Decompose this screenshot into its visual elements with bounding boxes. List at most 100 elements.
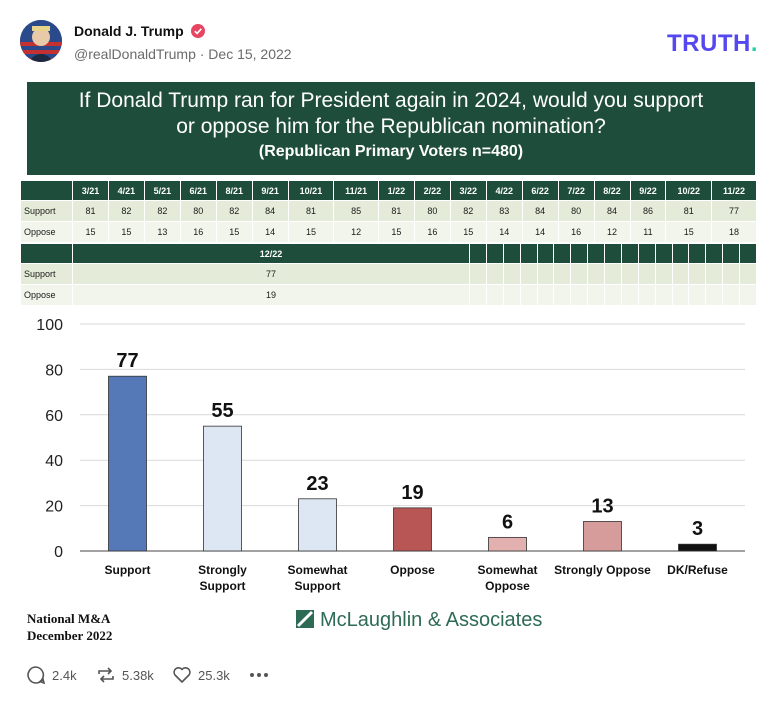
oppose-value-cell: 11 <box>629 221 667 243</box>
support-row-label: Support <box>20 263 73 285</box>
chart-bars <box>108 375 717 552</box>
avatar[interactable] <box>20 20 62 62</box>
support-value-cell: 84 <box>521 200 559 222</box>
support-value-cell: 80 <box>557 200 595 222</box>
source-line-1: National M&A <box>27 611 111 626</box>
oppose-value-cell: 15 <box>449 221 487 243</box>
date-header-cell: 1/22 <box>377 180 415 201</box>
empty-cell <box>587 263 606 285</box>
empty-header-cell <box>587 243 606 264</box>
date-header-cell: 9/21 <box>251 180 289 201</box>
oppose-value-cell: 18 <box>711 221 757 243</box>
poll-question: If Donald Trump ran for President again … <box>27 82 755 140</box>
empty-cell <box>637 263 656 285</box>
empty-cell <box>654 263 673 285</box>
bar <box>678 543 717 552</box>
date-header-cell: 7/22 <box>557 180 595 201</box>
support-value-cell: 81 <box>377 200 415 222</box>
oppose-row-label: Oppose <box>20 221 73 243</box>
support-value-cell: 82 <box>143 200 181 222</box>
y-tick-label: 20 <box>45 499 63 516</box>
empty-cell <box>536 284 555 306</box>
author-name[interactable]: Donald J. Trump <box>74 23 205 39</box>
trend-table-oppose-row: Oppose 15 15 13 16 15 14 15 12 15 16 15 14 14 16 12 11 15… <box>20 221 757 243</box>
support-value-cell: 84 <box>251 200 289 222</box>
bar <box>393 507 432 552</box>
bar <box>583 521 622 552</box>
bar-chart: 0 20 40 60 80 100 77 55 23 19 6 13 3 Support Strongl… <box>36 317 745 593</box>
date-header-cell: 4/21 <box>107 180 145 201</box>
empty-header-cell <box>722 243 741 264</box>
date-header-cell: 5/21 <box>143 180 181 201</box>
trend-table-2-support-row: Support 77 <box>20 263 757 285</box>
empty-cell <box>705 263 724 285</box>
oppose-value-cell: 14 <box>251 221 289 243</box>
empty-cell <box>485 284 504 306</box>
author-name-text[interactable]: Donald J. Trump <box>74 23 184 39</box>
empty-header-cell <box>654 243 673 264</box>
category-label: Support <box>295 579 341 593</box>
date-header-cell: 8/21 <box>215 180 253 201</box>
more-options-button[interactable] <box>248 665 276 685</box>
reply-button[interactable]: 2.4k <box>26 665 77 685</box>
support-value-cell: 80 <box>413 200 451 222</box>
support-value-cell: 84 <box>593 200 631 222</box>
empty-header-cell <box>519 243 538 264</box>
date-header-cell: 2/22 <box>413 180 451 201</box>
oppose-value-cell: 16 <box>557 221 595 243</box>
header-corner-cell <box>20 243 73 264</box>
date-header-cell: 3/21 <box>72 180 109 201</box>
y-tick-label: 40 <box>45 453 63 470</box>
trend-table-continued: 12/22 Support 77 Oppose 19 <box>20 243 757 306</box>
empty-cell <box>688 263 707 285</box>
date-header-cell: 8/22 <box>593 180 631 201</box>
date-header-cell: 12/22 <box>71 243 471 264</box>
source-note: National M&A December 2022 <box>27 610 112 644</box>
date-header-cell: 9/22 <box>629 180 667 201</box>
support-value-cell: 80 <box>179 200 217 222</box>
handle-and-date[interactable]: @realDonaldTrump · Dec 15, 2022 <box>74 46 292 62</box>
like-button[interactable]: 25.3k <box>172 665 230 685</box>
retruth-button[interactable]: 5.38k <box>96 665 154 685</box>
header-corner-cell <box>20 180 73 201</box>
oppose-value-cell: 15 <box>377 221 415 243</box>
empty-cell <box>604 284 622 306</box>
question-line-1: If Donald Trump ran for President again … <box>78 89 704 112</box>
pollster-mark-icon <box>296 610 314 628</box>
date-header-cell: 4/22 <box>485 180 523 201</box>
empty-cell <box>739 263 757 285</box>
support-value-cell: 81 <box>72 200 109 222</box>
date-header-cell: 6/22 <box>521 180 559 201</box>
oppose-value-cell: 12 <box>333 221 379 243</box>
empty-cell <box>688 284 707 306</box>
empty-cell <box>502 284 521 306</box>
empty-cell <box>553 263 572 285</box>
empty-cell <box>722 263 741 285</box>
poll-subtitle: (Republican Primary Voters n=480) <box>258 143 524 160</box>
y-tick-label: 100 <box>36 317 63 334</box>
oppose-value-cell: 15 <box>287 221 335 243</box>
empty-header-cell <box>570 243 589 264</box>
empty-header-cell <box>536 243 555 264</box>
category-label: DK/Refuse <box>667 563 728 577</box>
pollster-name: McLaughlin & Associates <box>320 609 543 631</box>
empty-header-cell <box>553 243 572 264</box>
category-label: Oppose <box>390 563 435 577</box>
empty-header-cell <box>688 243 707 264</box>
category-label: Support <box>200 579 246 593</box>
post-header: Donald J. Trump @realDonaldTrump · Dec 1… <box>20 20 760 66</box>
question-line-2: or oppose him for the Republican nominat… <box>176 115 606 138</box>
bar <box>108 375 147 552</box>
y-tick-label: 0 <box>54 544 63 561</box>
chart-gridlines <box>80 323 745 552</box>
retruth-count: 5.38k <box>122 668 154 683</box>
empty-cell <box>739 284 757 306</box>
date-header-cell: 11/21 <box>333 180 379 201</box>
support-row-label: Support <box>20 200 73 222</box>
oppose-value-cell: 19 <box>71 284 471 306</box>
verified-badge-icon <box>190 24 205 38</box>
oppose-value-cell: 14 <box>521 221 559 243</box>
empty-header-cell <box>485 243 504 264</box>
empty-header-cell <box>620 243 639 264</box>
support-value-cell: 81 <box>287 200 335 222</box>
